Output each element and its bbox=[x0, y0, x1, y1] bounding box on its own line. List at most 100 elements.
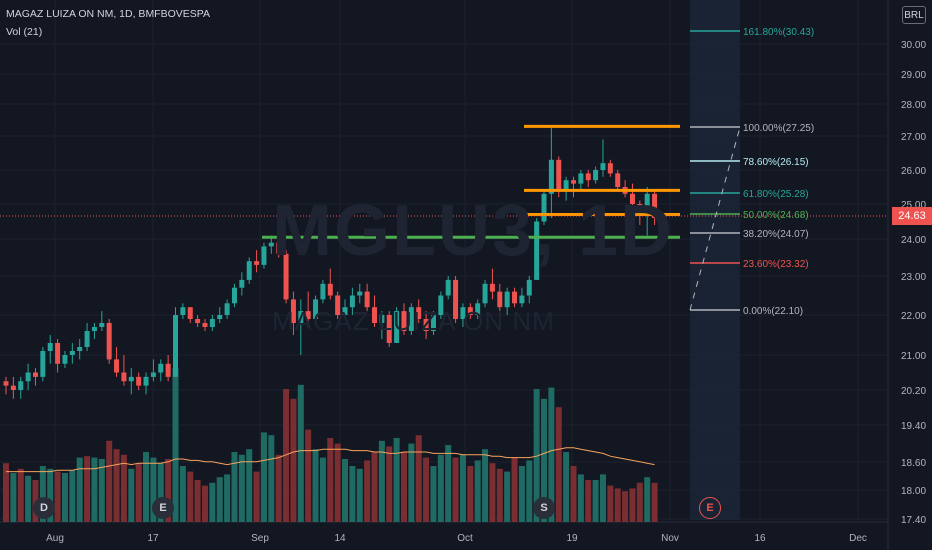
volume-bar bbox=[452, 457, 459, 522]
candle bbox=[372, 307, 377, 323]
time-axis-tick: Sep bbox=[251, 533, 269, 544]
candle bbox=[519, 295, 525, 304]
candle bbox=[128, 376, 134, 382]
candle bbox=[114, 359, 120, 373]
candle bbox=[637, 204, 643, 215]
volume-bar bbox=[201, 485, 208, 522]
split-event-marker[interactable]: S bbox=[533, 497, 555, 519]
volume-bar bbox=[143, 452, 150, 522]
volume-bar bbox=[533, 389, 540, 522]
volume-bar bbox=[54, 471, 61, 522]
candle bbox=[268, 242, 274, 247]
volume-bar bbox=[106, 440, 113, 522]
earnings-event-marker[interactable]: E bbox=[699, 497, 721, 519]
price-axis-tick: 18.00 bbox=[901, 486, 926, 497]
volume-bar bbox=[614, 488, 621, 522]
candle bbox=[305, 311, 311, 319]
candle bbox=[600, 163, 606, 170]
volume-indicator-label[interactable]: Vol (21) bbox=[6, 26, 43, 38]
volume-bar bbox=[622, 491, 629, 522]
volume-bar bbox=[61, 473, 68, 522]
candle bbox=[47, 343, 53, 351]
candle bbox=[482, 283, 488, 304]
time-axis-tick: Aug bbox=[46, 533, 64, 544]
candle bbox=[195, 319, 201, 323]
chart-title[interactable]: MAGAZ LUIZA ON NM, 1D, BMFBOVESPA bbox=[6, 8, 211, 20]
fib-level-label: 161.80%(30.43) bbox=[743, 27, 814, 38]
volume-bar bbox=[496, 468, 503, 522]
time-axis-tick: 14 bbox=[334, 533, 346, 544]
volume-bar bbox=[541, 398, 548, 522]
volume-bar bbox=[356, 468, 363, 522]
candle bbox=[180, 307, 186, 315]
volume-bar bbox=[423, 457, 430, 522]
volume-bar bbox=[120, 454, 127, 522]
price-axis-tick: 21.00 bbox=[901, 351, 926, 362]
volume-bar bbox=[371, 452, 378, 522]
candle bbox=[158, 363, 164, 373]
volume-bar bbox=[607, 485, 614, 522]
volume-bar bbox=[231, 452, 238, 522]
fib-level-label: 78.60%(26.15) bbox=[743, 157, 809, 168]
candle bbox=[497, 291, 503, 308]
volume-bar bbox=[157, 463, 164, 522]
currency-badge[interactable]: BRL bbox=[902, 6, 926, 24]
fib-level-label: 0.00%(22.10) bbox=[743, 306, 803, 317]
candle bbox=[231, 287, 237, 304]
candle bbox=[423, 319, 429, 331]
fib-level-label: 100.00%(27.25) bbox=[743, 123, 814, 134]
candle bbox=[165, 363, 171, 377]
volume-bar bbox=[128, 468, 135, 522]
candle bbox=[386, 315, 392, 343]
volume-bar bbox=[342, 459, 349, 522]
volume-bar bbox=[25, 475, 32, 522]
volume-bar bbox=[312, 449, 319, 522]
candle bbox=[25, 372, 31, 382]
candle bbox=[526, 279, 532, 296]
volume-bar bbox=[209, 482, 216, 522]
candle bbox=[209, 319, 215, 327]
candle bbox=[62, 355, 68, 364]
fib-trend-line bbox=[689, 126, 741, 311]
candle bbox=[401, 311, 407, 331]
volume-bar bbox=[260, 432, 267, 522]
volume-bar bbox=[349, 466, 356, 522]
earnings-event-marker[interactable]: E bbox=[152, 497, 174, 519]
volume-bar bbox=[305, 429, 312, 522]
volume-bar bbox=[430, 466, 437, 522]
volume-bar bbox=[364, 460, 371, 522]
price-axis-tick: 22.00 bbox=[901, 311, 926, 322]
volume-bar bbox=[378, 440, 385, 522]
candle bbox=[504, 291, 510, 308]
volume-bar bbox=[570, 466, 577, 522]
candle bbox=[3, 381, 9, 386]
volume-bar bbox=[69, 470, 76, 522]
candle bbox=[578, 173, 584, 184]
fib-level-label: 38.20%(24.07) bbox=[743, 229, 809, 240]
candle bbox=[313, 299, 319, 319]
dividend-event-marker[interactable]: D bbox=[33, 497, 55, 519]
candle bbox=[187, 307, 193, 319]
candle bbox=[570, 180, 576, 184]
candle bbox=[541, 193, 547, 222]
volume-bar bbox=[334, 443, 341, 522]
volume-bar bbox=[238, 454, 245, 522]
volume-bar bbox=[636, 482, 643, 522]
candle bbox=[18, 381, 24, 390]
time-axis-tick: 17 bbox=[147, 533, 159, 544]
candle bbox=[364, 291, 370, 308]
price-axis-tick: 24.00 bbox=[901, 235, 926, 246]
candle bbox=[99, 323, 105, 327]
candle bbox=[91, 327, 97, 331]
volume-bar bbox=[172, 368, 179, 522]
volume-bar bbox=[437, 454, 444, 522]
price-axis-tick: 29.00 bbox=[901, 70, 926, 81]
volume-bar bbox=[113, 449, 120, 522]
volume-bar bbox=[297, 384, 304, 522]
volume-bar bbox=[76, 457, 83, 522]
candle bbox=[32, 372, 38, 377]
time-axis-tick: 16 bbox=[754, 533, 766, 544]
price-axis-tick: 30.00 bbox=[901, 40, 926, 51]
